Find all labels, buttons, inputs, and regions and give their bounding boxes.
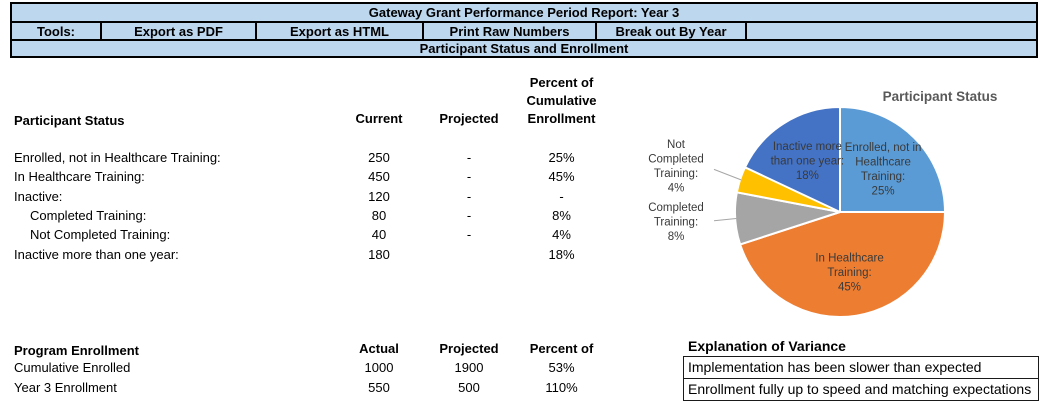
current-value: 180	[368, 246, 390, 262]
row-label: Year 3 Enrollment	[14, 379, 117, 395]
report-header-table: Gateway Grant Performance Period Report:…	[10, 2, 1038, 58]
pie-label-3: Not Completed Training: 4%	[648, 139, 704, 195]
variance-title: Explanation of Variance	[688, 338, 846, 354]
tools-label: Tools:	[10, 21, 102, 41]
section-title: Participant Status and Enrollment	[10, 39, 1038, 58]
column-header-percent-cumulative: Percent of Cumulative Enrollment	[526, 75, 597, 126]
pie-leader-line-3	[713, 168, 742, 181]
row-label: Completed Training:	[30, 208, 147, 224]
variance-row: Implementation has been slower than expe…	[688, 359, 982, 375]
table-row: Inactive: 120 - -	[14, 187, 624, 206]
program-enrollment-title: Program Enrollment	[14, 343, 139, 358]
pie-label-4: Inactive more than one year: 18%	[771, 141, 845, 182]
pie-slice-1	[739, 211, 946, 318]
table-row: Inactive more than one year: 180 18%	[14, 244, 624, 263]
tools-empty-cell	[745, 21, 1038, 41]
projected-value: 500	[458, 379, 480, 395]
variance-row: Enrollment fully up to speed and matchin…	[684, 378, 1038, 400]
percent-value: 18%	[548, 246, 575, 262]
row-label: Not Completed Training:	[30, 227, 171, 243]
percent-value: 8%	[552, 208, 571, 224]
projected-value: 1900	[454, 360, 484, 376]
column-header-projected: Projected	[439, 111, 499, 126]
row-label: In Healthcare Training:	[14, 169, 145, 185]
row-label: Cumulative Enrolled	[14, 360, 131, 376]
table-row: Enrolled, not in Healthcare Training: 250…	[14, 148, 624, 167]
participant-status-title: Participant Status	[14, 113, 125, 128]
table-row: In Healthcare Training: 450 - 45%	[14, 167, 624, 186]
actual-value: 1000	[364, 360, 394, 376]
projected-value: -	[466, 169, 472, 185]
row-label: Enrolled, not in Healthcare Training:	[14, 150, 221, 166]
break-out-by-year-button[interactable]: Break out By Year	[595, 21, 747, 41]
export-pdf-button[interactable]: Export as PDF	[100, 21, 257, 41]
current-value: 40	[371, 227, 387, 243]
table-row: Cumulative Enrolled 1000 1900 53%	[14, 358, 624, 378]
participant-status-header: Participant Status Current Projected Per…	[14, 70, 624, 128]
pie-leader-line-2	[713, 218, 737, 222]
column-header-actual: Actual	[359, 341, 399, 356]
explanation-of-variance: Explanation of Variance Implementation h…	[683, 338, 1039, 401]
report-title: Gateway Grant Performance Period Report:…	[10, 2, 1038, 23]
table-row: Not Completed Training: 40 - 4%	[14, 225, 624, 244]
percent-value: 53%	[548, 360, 575, 376]
actual-value: 550	[368, 379, 390, 395]
participant-status-pie-chart: Enrolled, not in Healthcare Training: 25% In…	[620, 60, 1049, 330]
table-row: Year 3 Enrollment 550 500 110%	[14, 378, 624, 398]
print-raw-numbers-button[interactable]: Print Raw Numbers	[422, 21, 597, 41]
current-value: 450	[368, 169, 390, 185]
pie-label-2: Completed Training: 8%	[648, 202, 704, 243]
current-value: 80	[371, 208, 387, 224]
current-value: 250	[368, 150, 390, 166]
percent-value: -	[559, 188, 564, 204]
current-value: 120	[368, 188, 390, 204]
column-header-current: Current	[355, 111, 403, 126]
row-label: Inactive:	[14, 188, 63, 204]
column-header-percent-of: Percent of	[529, 341, 594, 356]
pie-slice-0	[839, 106, 946, 213]
pie-label-0: Enrolled, not in Healthcare Training: 25%	[845, 142, 922, 198]
percent-value: 25%	[548, 150, 575, 166]
pie-label-1: In Healthcare Training: 45%	[815, 253, 883, 294]
column-header-projected2: Projected	[439, 341, 499, 356]
percent-value: 110%	[545, 379, 578, 395]
projected-value: -	[466, 188, 472, 204]
participant-status-rows: Enrolled, not in Healthcare Training: 250…	[14, 148, 624, 264]
export-html-button[interactable]: Export as HTML	[255, 21, 424, 41]
percent-value: 4%	[552, 227, 571, 243]
pie-slice-4	[743, 106, 841, 213]
program-enrollment-table: Program Enrollment Actual Projected Perc…	[14, 341, 624, 397]
projected-value: -	[466, 150, 472, 166]
percent-value: 45%	[548, 169, 575, 185]
row-label: Inactive more than one year:	[14, 246, 179, 262]
pie-chart-svg: Enrolled, not in Healthcare Training: 25%In…	[648, 89, 998, 318]
program-enrollment-header: Program Enrollment Actual Projected Perc…	[14, 341, 624, 358]
projected-value: -	[466, 227, 472, 243]
program-enrollment-rows: Cumulative Enrolled 1000 1900 53% Year 3 Enr…	[14, 358, 624, 397]
variance-table: Implementation has been slower than expe…	[683, 356, 1039, 401]
participant-status-table: Participant Status Current Projected Per…	[14, 70, 624, 264]
table-row: Completed Training: 80 - 8%	[14, 206, 624, 225]
chart-title: Participant Status	[883, 89, 998, 104]
projected-value: -	[466, 208, 472, 224]
